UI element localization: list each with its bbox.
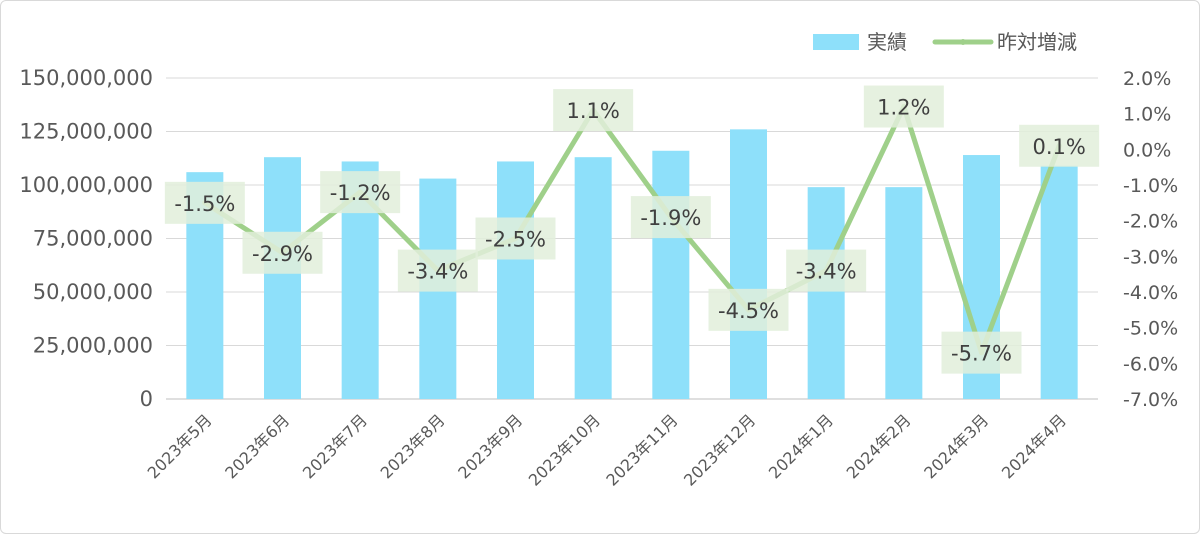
y-right-tick-label: -1.0% xyxy=(1123,175,1178,197)
data-label-box xyxy=(553,89,634,132)
x-tick-label: 2023年11月 xyxy=(602,410,681,489)
x-tick-label: 2023年10月 xyxy=(525,410,604,489)
x-tick-label: 2023年12月 xyxy=(680,410,759,489)
x-tick-label: 2023年9月 xyxy=(454,410,526,482)
y-right-tick-label: 1.0% xyxy=(1123,104,1171,126)
data-label: -2.5% xyxy=(485,228,546,252)
data-label: -5.7% xyxy=(951,342,1012,366)
y-right-tick-label: -5.0% xyxy=(1123,318,1178,340)
x-tick-label: 2024年1月 xyxy=(765,410,837,482)
x-tick-label: 2023年5月 xyxy=(144,410,216,482)
x-tick-label: 2023年7月 xyxy=(299,410,371,482)
y-left-tick-label: 0 xyxy=(140,387,153,411)
bar xyxy=(497,161,534,399)
data-label-box xyxy=(1019,124,1100,167)
x-tick-label: 2024年2月 xyxy=(843,410,915,482)
y-right-tick-label: -2.0% xyxy=(1123,211,1178,233)
legend-label-actual: 実績 xyxy=(867,30,907,54)
data-labels: -1.5%-2.9%-1.2%-3.4%-2.5%1.1%-1.9%-4.5%-… xyxy=(164,85,1100,374)
data-label-box xyxy=(941,331,1022,374)
left-axis: 0 25,000,000 50,000,000 75,000,000 100,000,0… xyxy=(19,66,153,411)
x-tick-label: 2023年8月 xyxy=(377,410,449,482)
y-left-tick-label: 150,000,000 xyxy=(19,66,153,90)
data-label: -1.2% xyxy=(330,181,391,205)
legend: 実績 昨対増減 xyxy=(813,30,1077,54)
legend-label-yoy: 昨対増減 xyxy=(997,30,1077,54)
data-label-box xyxy=(630,196,711,239)
y-left-tick-label: 50,000,000 xyxy=(33,280,153,304)
data-label-box xyxy=(320,171,401,214)
bar xyxy=(885,187,923,399)
x-tick-label: 2024年3月 xyxy=(920,410,992,482)
data-label-box xyxy=(242,231,323,274)
data-label-box xyxy=(164,181,245,224)
data-label-box xyxy=(786,249,867,292)
data-label: 0.1% xyxy=(1032,135,1085,159)
bar xyxy=(574,157,612,399)
data-label: -4.5% xyxy=(718,299,779,323)
bar xyxy=(1040,165,1078,399)
data-label: -3.4% xyxy=(796,260,857,284)
data-label: 1.2% xyxy=(877,96,930,120)
y-left-tick-label: 100,000,000 xyxy=(19,173,153,197)
y-left-tick-label: 75,000,000 xyxy=(33,227,153,251)
data-label: -2.9% xyxy=(252,242,313,266)
bar xyxy=(652,150,690,399)
bar xyxy=(264,157,301,399)
legend-line-marker xyxy=(960,39,966,45)
data-label-box xyxy=(475,217,556,260)
right-axis: -7.0% -6.0% -5.0% -4.0% -3.0% -2.0% -1.0% 0.0% 1… xyxy=(1123,68,1178,411)
x-axis: 2023年5月 2023年6月 2023年7月 2023年8月 2023年9月2023年… xyxy=(144,410,1070,489)
data-label: -1.9% xyxy=(640,206,701,230)
data-label-box xyxy=(863,85,944,128)
y-right-tick-label: 0.0% xyxy=(1123,139,1171,161)
legend-bar-swatch xyxy=(813,34,859,50)
data-label-box xyxy=(708,288,789,331)
bar xyxy=(730,129,767,400)
y-left-tick-label: 125,000,000 xyxy=(19,120,153,144)
y-left-tick-label: 25,000,000 xyxy=(33,334,153,358)
x-tick-label: 2024年4月 xyxy=(998,410,1070,482)
x-tick-label: 2023年6月 xyxy=(221,410,293,482)
data-label: 1.1% xyxy=(566,99,619,123)
y-right-tick-label: 2.0% xyxy=(1123,68,1171,90)
data-label: -1.5% xyxy=(174,192,235,216)
data-label-box xyxy=(397,249,478,292)
bar xyxy=(807,187,845,399)
y-right-tick-label: -4.0% xyxy=(1123,282,1178,304)
y-right-tick-label: -3.0% xyxy=(1123,246,1178,268)
y-right-tick-label: -7.0% xyxy=(1123,389,1178,411)
data-label: -3.4% xyxy=(407,260,468,284)
y-right-tick-label: -6.0% xyxy=(1123,353,1178,375)
